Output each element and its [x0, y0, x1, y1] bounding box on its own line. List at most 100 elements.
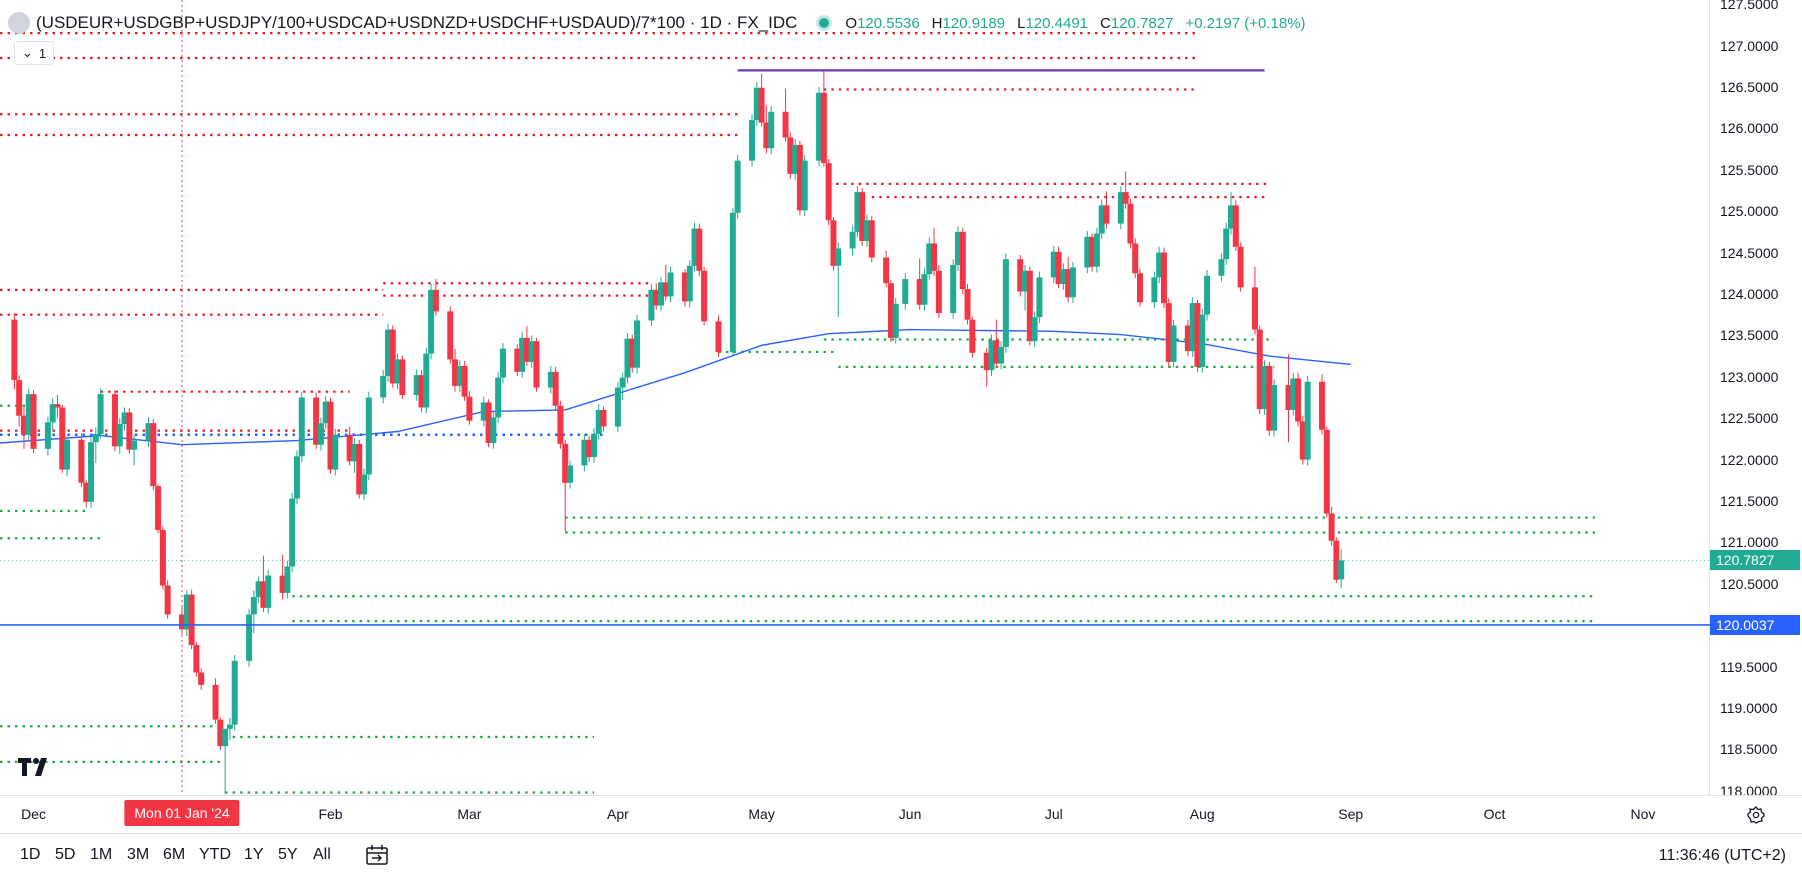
candle-body — [523, 337, 530, 362]
candle-body — [691, 228, 698, 266]
time-tick-label: Jul — [1044, 806, 1063, 822]
candle-body — [116, 424, 123, 447]
candle-body — [193, 645, 200, 673]
last-price-tag: 120.7827 — [1710, 550, 1800, 571]
candle-body — [1251, 287, 1258, 330]
time-tick-label: Dec — [21, 806, 46, 822]
candle-body — [753, 87, 760, 121]
candle-body — [835, 248, 842, 266]
range-button-1d[interactable]: 1D — [20, 846, 41, 863]
range-button-5d[interactable]: 5D — [55, 846, 76, 863]
candle-body — [111, 394, 118, 447]
candle-body — [490, 417, 497, 444]
candle-body — [528, 341, 535, 362]
candle-body — [394, 359, 401, 384]
candle-body — [59, 407, 66, 470]
candle-body — [389, 329, 396, 384]
candle-body — [1199, 314, 1206, 367]
candle-body — [384, 329, 391, 376]
candle-body — [92, 433, 99, 443]
candle-body — [931, 243, 938, 271]
candle-body — [88, 442, 95, 502]
chart-settings-button[interactable] — [1710, 795, 1802, 833]
candle-body — [950, 265, 957, 314]
candle-body — [658, 282, 665, 306]
candle-body — [1328, 513, 1335, 541]
range-button-1m[interactable]: 1M — [90, 846, 113, 863]
candle-body — [322, 401, 329, 424]
candle-body — [131, 440, 138, 450]
candle-body — [499, 348, 506, 378]
price-axis[interactable]: 127.5000 127.0000 126.5000 126.0000 125.5000… — [1710, 0, 1802, 799]
market-status-icon — [819, 18, 830, 28]
candle-body — [763, 122, 770, 149]
candle-body — [1156, 252, 1163, 278]
time-axis[interactable]: Dec Feb Mar Apr May Jun Jul Aug Sep Oct Nov Mon 01 … — [0, 795, 1710, 833]
crosshair-date-tag: Mon 01 Jan '24 — [124, 800, 240, 826]
candle-body — [849, 231, 856, 249]
candle-body — [567, 465, 573, 483]
candle-body — [413, 375, 420, 396]
candle-body — [456, 366, 463, 386]
candle-body — [590, 433, 597, 458]
candle-body — [1204, 275, 1211, 315]
candle-body — [399, 359, 406, 396]
candle-body — [317, 423, 324, 445]
candle-body — [696, 228, 703, 271]
candle-body — [480, 402, 487, 421]
candle-body — [758, 87, 765, 123]
candle-body — [892, 303, 899, 338]
time-tick-label: Apr — [606, 806, 629, 822]
candle-body — [562, 443, 569, 483]
candle-body — [217, 719, 224, 747]
candle-body — [916, 279, 923, 305]
price-tick-label: 125.0000 — [1720, 203, 1779, 220]
price-chart[interactable] — [0, 0, 1710, 795]
candle-body — [78, 439, 85, 483]
chart-area[interactable]: (USDEUR+USDGBP+USDJPY/100+USDCAD+USDNZD+… — [0, 0, 1710, 795]
candle-body — [246, 614, 253, 661]
candle-body — [428, 289, 435, 354]
time-tick-label: May — [748, 806, 775, 822]
price-tick-label: 123.0000 — [1720, 368, 1779, 385]
range-button-all[interactable]: All — [313, 846, 331, 863]
range-button-5y[interactable]: 5Y — [278, 846, 298, 863]
candle-body — [164, 585, 171, 615]
candle-body — [787, 137, 794, 174]
range-button-3m[interactable]: 3M — [127, 846, 150, 863]
symbol-title[interactable]: (USDEUR+USDGBP+USDJPY/100+USDCAD+USDNZD+… — [36, 13, 798, 32]
horizontal-line-price-tag: 120.0037 — [1710, 614, 1800, 635]
candle-body — [1065, 269, 1072, 298]
range-button-6m[interactable]: 6M — [163, 846, 186, 863]
candle-body — [954, 231, 961, 265]
candle-body — [226, 724, 233, 729]
candle-body — [1266, 366, 1273, 431]
candle-body — [1232, 205, 1239, 247]
candle-body — [1223, 228, 1230, 260]
candle-body — [586, 439, 593, 458]
time-tick-label: Nov — [1630, 806, 1656, 822]
candle-body — [1127, 203, 1134, 244]
compare-calendar-button[interactable] — [364, 843, 390, 872]
range-button-ytd[interactable]: YTD — [199, 846, 231, 863]
candle-body — [155, 486, 162, 530]
candle-body — [1333, 540, 1340, 580]
indicator-collapse-button[interactable]: ⌄ 1 — [14, 41, 54, 65]
candle-body — [749, 120, 756, 161]
range-button-1y[interactable]: 1Y — [244, 846, 264, 863]
candle-body — [1165, 303, 1172, 362]
candle-body — [1122, 192, 1129, 204]
candle-body — [452, 359, 459, 386]
timezone-clock[interactable]: 11:36:46 (UTC+2) — [1658, 847, 1786, 864]
candle-body — [1098, 205, 1105, 234]
candle-body — [365, 397, 372, 475]
candle-body — [552, 371, 559, 406]
candle-body — [121, 412, 128, 424]
candle-body — [44, 422, 51, 449]
candle-body — [964, 289, 971, 320]
candle-body — [1237, 246, 1244, 288]
tradingview-logo-icon[interactable] — [18, 756, 54, 782]
time-tick-label: Mar — [457, 806, 482, 822]
candle-body — [20, 415, 27, 435]
ohlc-close: C120.7827 — [1100, 14, 1174, 32]
